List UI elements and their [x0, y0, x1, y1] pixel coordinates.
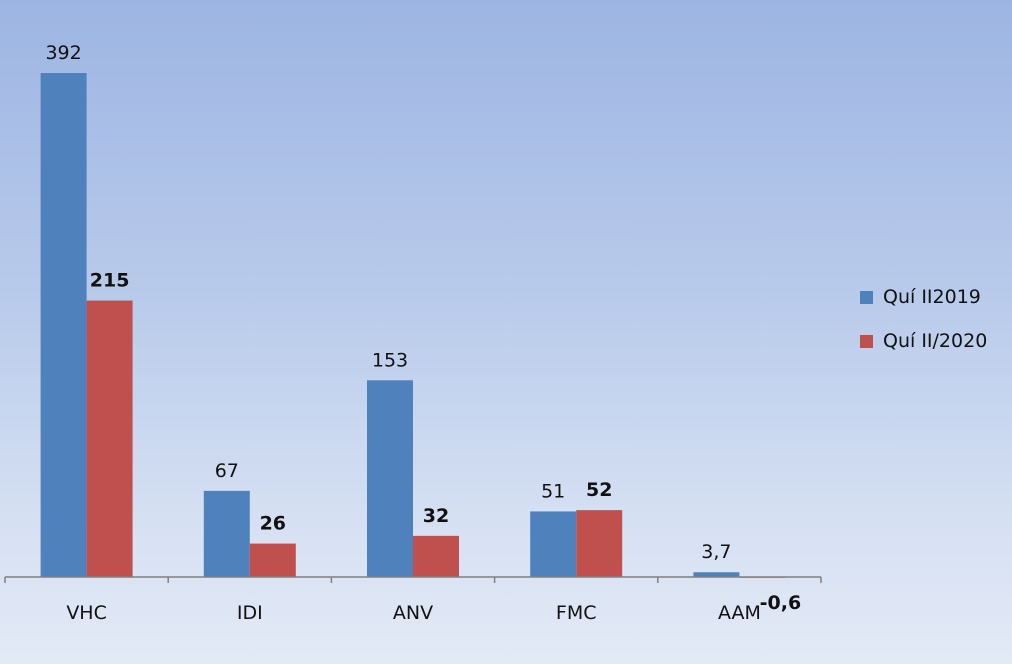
- bar-anv-series-2: [413, 535, 459, 577]
- legend-label-series-2: Quí II/2020: [883, 330, 988, 352]
- bar-idi-series-2: [249, 543, 296, 577]
- category-label-vhc: VHC: [66, 602, 107, 624]
- legend-swatch-series-2: [860, 334, 873, 348]
- legend-swatch-series-1: [860, 290, 873, 304]
- legend-label-series-1: Quí II2019: [883, 286, 981, 308]
- data-label-anv-series-2: 32: [423, 505, 449, 527]
- bar-fmc-series-2: [576, 510, 623, 577]
- data-label-aam-series-1: 3,7: [701, 541, 731, 563]
- data-label-aam-series-2: -0,6: [760, 592, 802, 614]
- bar-aam-series-1: [693, 572, 740, 577]
- data-label-fmc-series-1: 51: [541, 480, 565, 502]
- data-label-idi-series-2: 26: [260, 513, 286, 535]
- bar-anv-series-1: [367, 380, 413, 577]
- data-label-anv-series-1: 153: [372, 349, 408, 371]
- legend-item-series-1: Quí II2019: [860, 285, 987, 309]
- x-axis-ticks: [4, 577, 822, 583]
- bar-vhc-series-1: [40, 73, 87, 577]
- bar-fmc-series-1: [530, 511, 577, 577]
- data-labels-layer: 392 215 67 26 153 32 51 52 3,7 -0,6: [45, 42, 801, 614]
- category-label-aam: AAM: [718, 602, 761, 624]
- data-label-vhc-series-2: 215: [90, 270, 130, 292]
- category-label-idi: IDI: [237, 602, 263, 624]
- category-label-fmc: FMC: [556, 602, 597, 624]
- data-label-vhc-series-1: 392: [45, 42, 81, 64]
- bars-layer: [40, 73, 786, 578]
- legend: Quí II2019 Quí II/2020: [860, 285, 987, 373]
- data-label-fmc-series-2: 52: [586, 479, 612, 501]
- bar-vhc-series-2: [86, 300, 133, 577]
- category-label-anv: ANV: [393, 602, 433, 624]
- category-labels-layer: VHC IDI ANV FMC AAM: [66, 602, 761, 624]
- data-label-idi-series-1: 67: [215, 460, 239, 482]
- bar-idi-series-1: [203, 490, 250, 577]
- legend-item-series-2: Quí II/2020: [860, 329, 987, 353]
